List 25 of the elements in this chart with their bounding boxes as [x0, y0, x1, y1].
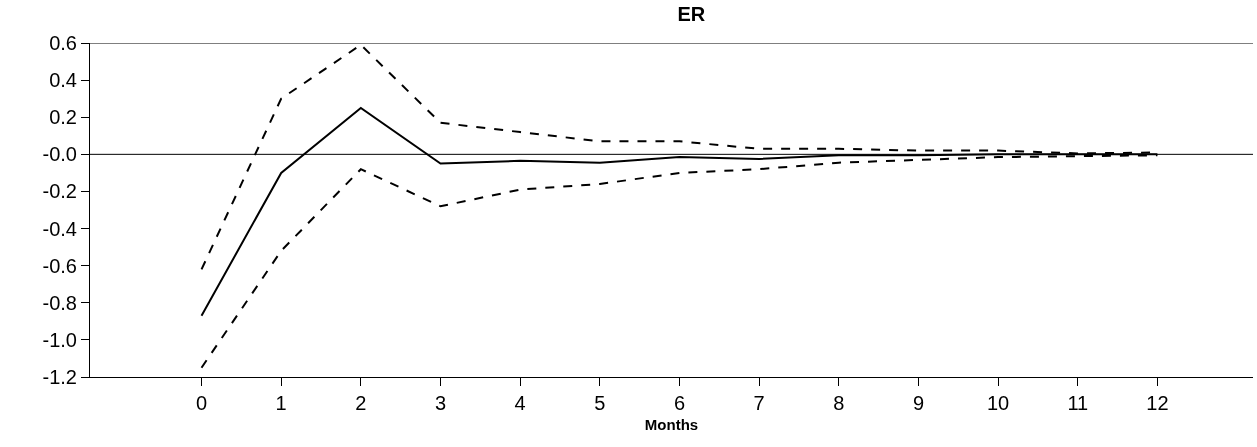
x-tick-label: 8 [833, 392, 845, 414]
y-tick-label: -1.2 [42, 366, 77, 388]
y-tick-label: -0.0 [42, 143, 77, 166]
y-tick-label: 0.2 [49, 106, 77, 129]
y-tick-label: 0.4 [49, 69, 77, 92]
y-tick-label: 0.6 [49, 32, 77, 54]
x-axis-title: Months [644, 416, 699, 433]
y-tick-label: -1.0 [42, 328, 77, 351]
x-tick-label: 1 [275, 392, 287, 414]
x-tick-label: 4 [514, 392, 526, 414]
x-tick-label: 11 [1067, 392, 1089, 414]
y-tick-label: -0.6 [42, 254, 77, 277]
x-tick-label: 3 [434, 392, 447, 414]
x-tick-label: 12 [1146, 392, 1169, 414]
y-tick-label: -0.2 [42, 180, 77, 203]
x-tick-label: 5 [594, 392, 606, 414]
y-tick-label: -0.4 [42, 217, 77, 240]
x-tick-label: 6 [673, 392, 686, 414]
y-tick-label: -0.8 [42, 291, 77, 314]
x-tick-label: 7 [753, 392, 765, 414]
x-tick-label: 2 [355, 392, 367, 414]
chart-title: ER [677, 2, 706, 25]
x-tick-label: 0 [195, 392, 208, 414]
x-tick-label: 10 [986, 392, 1010, 414]
x-tick-label: 9 [912, 392, 924, 414]
